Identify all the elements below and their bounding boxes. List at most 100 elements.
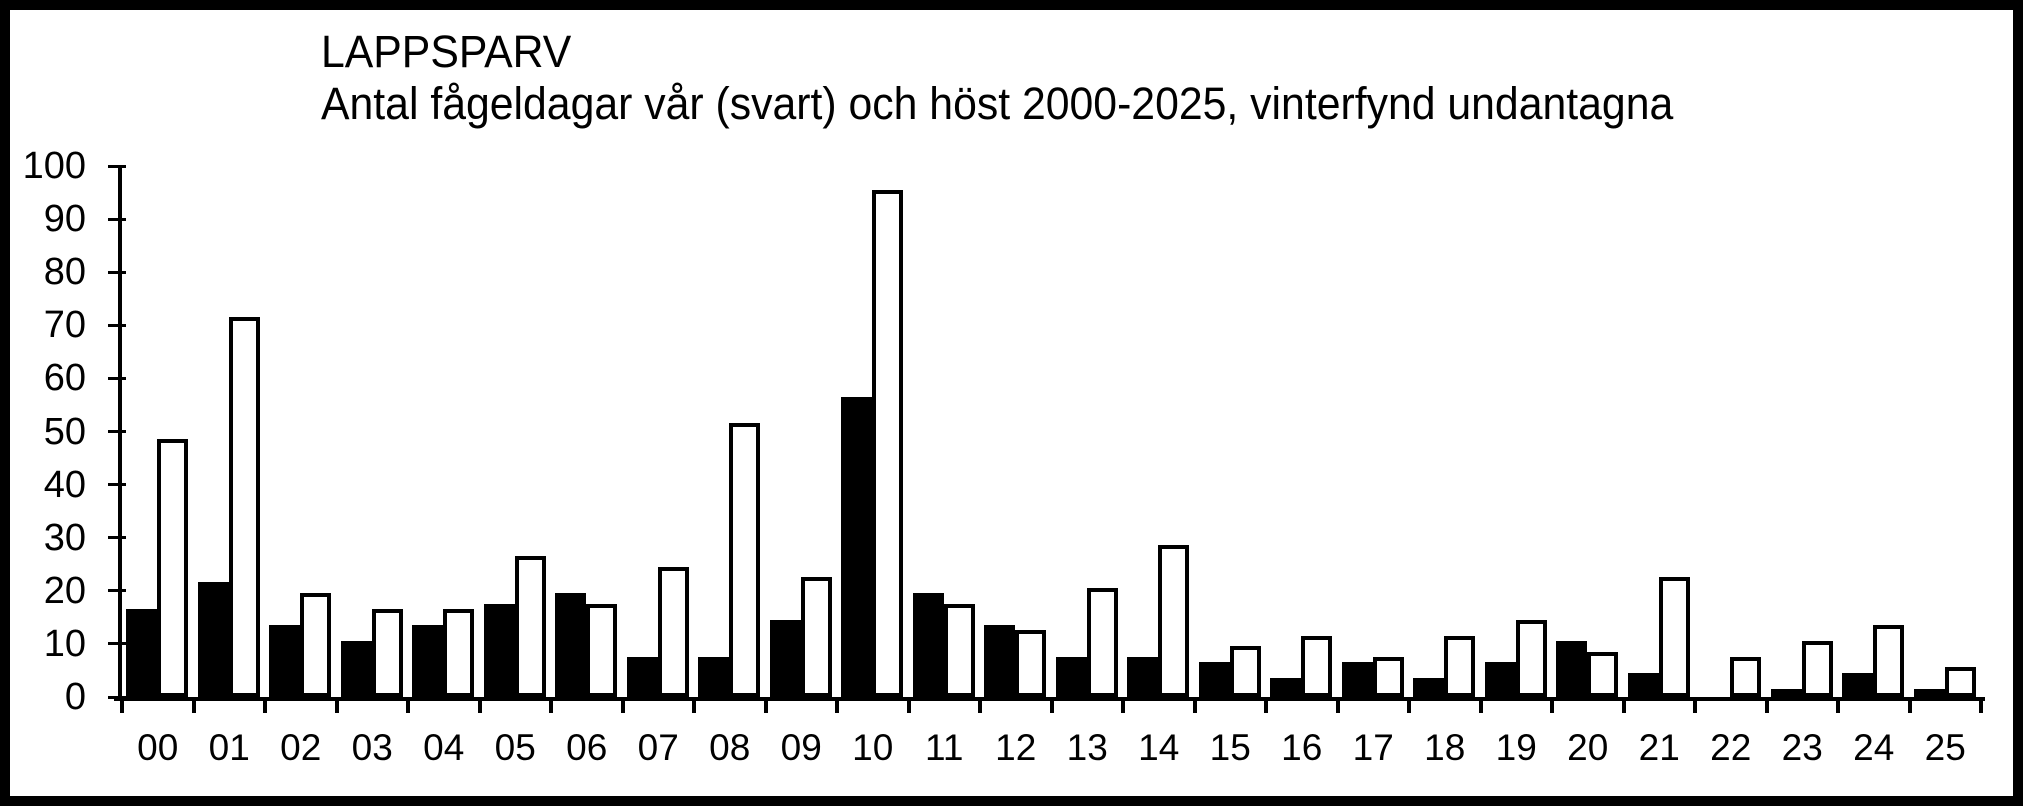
x-tick	[334, 697, 339, 713]
y-tick-label-80: 80	[43, 251, 86, 294]
x-tick	[763, 697, 768, 713]
x-tick-label-08: 08	[709, 727, 751, 768]
x-tick	[1836, 697, 1840, 713]
bar-autumn-24	[1873, 625, 1904, 697]
bar-spring-16	[1270, 678, 1301, 697]
y-tick	[108, 217, 126, 221]
x-tick	[1979, 697, 1983, 713]
x-tick-label-23: 23	[1781, 727, 1823, 768]
bar-spring-01	[197, 582, 229, 697]
x-tick-label-05: 05	[494, 727, 536, 768]
x-tick-label-16: 16	[1281, 727, 1323, 768]
bar-autumn-09	[800, 577, 832, 697]
bar-autumn-17	[1372, 657, 1404, 697]
bar-spring-10	[841, 397, 872, 697]
y-tick-label-10: 10	[43, 622, 86, 665]
x-tick-label-10: 10	[852, 727, 894, 768]
x-tick	[549, 697, 553, 713]
bar-autumn-11	[943, 604, 975, 697]
x-tick	[1192, 697, 1197, 713]
bar-autumn-08	[729, 423, 760, 697]
x-tick-label-02: 02	[280, 727, 322, 768]
bar-autumn-10	[872, 190, 903, 697]
y-tick-label-100: 100	[22, 145, 86, 187]
x-tick	[1550, 697, 1554, 713]
x-tick	[1764, 697, 1769, 713]
x-tick-label-06: 06	[566, 727, 608, 768]
chart-title: LAPPSPARV	[321, 26, 572, 77]
bar-spring-05	[483, 604, 515, 697]
y-tick	[108, 430, 126, 433]
bar-spring-20	[1556, 641, 1587, 697]
x-tick	[263, 697, 267, 713]
y-tick	[108, 270, 126, 274]
y-axis-line	[118, 166, 122, 701]
chart-title-block: LAPPSPARV Antal fågeldagar vår (svart) o…	[321, 26, 1673, 130]
x-tick-label-17: 17	[1352, 727, 1394, 768]
bar-spring-18	[1413, 678, 1444, 697]
bar-spring-04	[412, 625, 443, 697]
y-tick	[108, 536, 126, 540]
x-tick-label-22: 22	[1710, 727, 1752, 768]
y-tick-label-50: 50	[43, 410, 86, 453]
bar-spring-14	[1127, 657, 1158, 697]
y-tick-label-20: 20	[43, 569, 86, 612]
y-tick	[108, 164, 126, 168]
x-tick-label-15: 15	[1209, 727, 1251, 768]
bar-spring-06	[555, 593, 586, 697]
bar-autumn-21	[1658, 577, 1690, 697]
bar-spring-02	[269, 625, 300, 697]
x-tick-label-03: 03	[351, 727, 393, 768]
x-tick-label-24: 24	[1853, 727, 1895, 768]
y-tick	[108, 323, 126, 327]
bar-spring-13	[1055, 657, 1087, 697]
y-tick	[108, 376, 126, 380]
x-tick-label-19: 19	[1495, 727, 1537, 768]
bar-autumn-12	[1015, 630, 1046, 697]
bar-autumn-15	[1229, 646, 1261, 697]
bar-autumn-05	[514, 556, 546, 697]
bar-autumn-16	[1301, 636, 1332, 697]
x-tick-label-01: 01	[208, 727, 250, 768]
bar-spring-11	[912, 593, 944, 697]
x-tick-label-18: 18	[1424, 727, 1466, 768]
bar-spring-24	[1842, 673, 1873, 697]
x-tick	[1049, 697, 1054, 713]
bar-spring-21	[1627, 673, 1659, 697]
bar-autumn-20	[1587, 652, 1618, 697]
x-tick-label-00: 00	[137, 727, 179, 768]
x-tick	[1907, 697, 1912, 713]
x-tick	[1621, 697, 1626, 713]
x-tick-label-09: 09	[780, 727, 822, 768]
bar-spring-08	[698, 657, 729, 697]
plot-area	[122, 166, 1981, 697]
x-tick-label-14: 14	[1138, 727, 1180, 768]
bar-spring-09	[769, 620, 801, 697]
bar-spring-23	[1770, 689, 1802, 697]
bar-autumn-07	[657, 567, 689, 697]
bar-spring-19	[1484, 662, 1516, 697]
x-tick	[835, 697, 839, 713]
y-tick-label-0: 0	[64, 676, 86, 718]
bar-autumn-22	[1730, 657, 1761, 697]
y-tick	[108, 695, 126, 699]
x-tick-label-13: 13	[1066, 727, 1108, 768]
x-tick	[1478, 697, 1483, 713]
y-tick	[108, 642, 126, 646]
y-tick-label-90: 90	[43, 198, 86, 241]
x-tick	[1264, 697, 1268, 713]
y-tick	[108, 589, 126, 593]
bar-spring-17	[1341, 662, 1373, 697]
x-tick-label-04: 04	[423, 727, 465, 768]
x-tick	[477, 697, 482, 713]
x-tick	[692, 697, 696, 713]
x-tick	[1335, 697, 1340, 713]
x-tick-label-07: 07	[637, 727, 679, 768]
bar-autumn-18	[1444, 636, 1475, 697]
y-tick-label-60: 60	[43, 357, 86, 400]
y-tick-label-70: 70	[43, 304, 86, 347]
bar-spring-25	[1913, 689, 1945, 697]
x-tick	[406, 697, 410, 713]
bar-spring-12	[984, 625, 1015, 697]
bar-autumn-06	[586, 604, 617, 697]
